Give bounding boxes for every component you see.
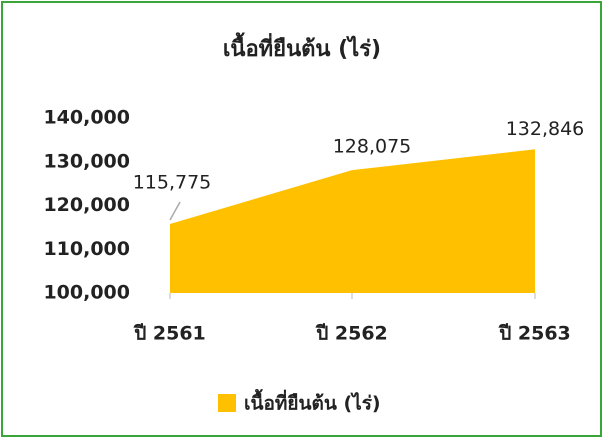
data-label: 128,075 <box>333 136 412 158</box>
data-label: 132,846 <box>506 118 585 140</box>
x-tick-label: ปี 2562 <box>315 323 387 345</box>
data-label: 115,775 <box>133 171 212 193</box>
area <box>170 149 535 293</box>
legend-swatch <box>218 394 236 412</box>
x-tick-label: ปี 2561 <box>133 323 205 345</box>
chart-title: เนื้อที่ยืนต้น (ไร่) <box>223 32 381 62</box>
x-tick-label: ปี 2563 <box>498 323 570 345</box>
y-tick-label: 100,000 <box>43 282 130 304</box>
y-tick-label: 110,000 <box>43 238 130 260</box>
y-tick-label: 130,000 <box>43 150 130 172</box>
leader-line <box>169 201 181 221</box>
y-tick-label: 140,000 <box>43 107 130 129</box>
legend-label: เนื้อที่ยืนต้น (ไร่) <box>244 389 381 415</box>
y-tick-label: 120,000 <box>43 194 130 216</box>
